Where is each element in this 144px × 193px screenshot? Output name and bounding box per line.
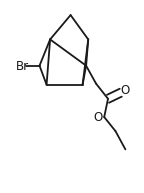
Text: Br: Br: [16, 60, 29, 73]
Text: O: O: [121, 84, 130, 97]
Text: O: O: [94, 111, 103, 124]
